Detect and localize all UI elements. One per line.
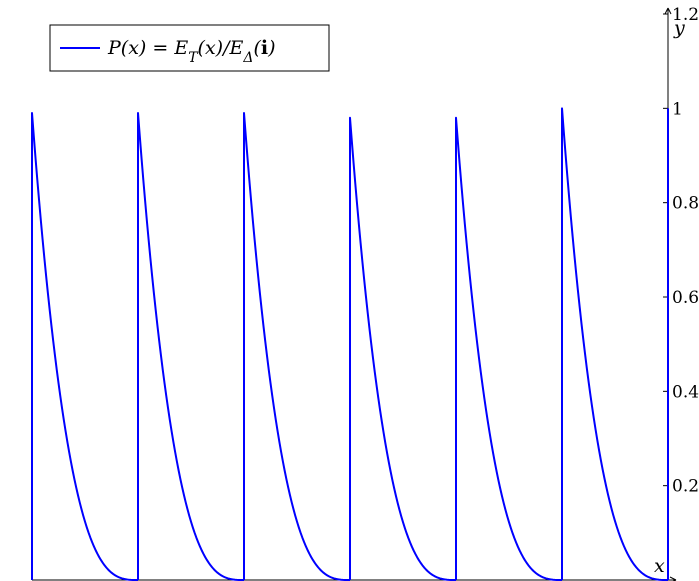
y-tick-label: 0.6 xyxy=(672,288,699,308)
y-tick-label: 1.2 xyxy=(672,5,699,25)
y-axis-label: y xyxy=(673,17,685,39)
y-tick-label: 0.2 xyxy=(672,477,699,497)
legend-box: P(x) = ET(x)/EΔ(i) xyxy=(49,24,330,72)
ticks: −6Δ−5Δ−4Δ−3Δ−2Δ−Δ0.20.40.60.811.2 xyxy=(31,5,699,580)
y-axis-arrow xyxy=(664,7,672,15)
y-tick-label: 1 xyxy=(672,99,683,119)
series-curve-segment xyxy=(31,112,138,581)
y-tick-label: 0.8 xyxy=(672,194,699,214)
series xyxy=(31,107,669,581)
series-curve-segment xyxy=(243,112,350,581)
y-tick-label: 0.4 xyxy=(672,382,699,402)
legend: P(x) = ET(x)/EΔ(i) xyxy=(49,24,330,72)
axes: xy xyxy=(32,7,685,581)
series-curve-segment xyxy=(349,116,456,581)
series-curve-segment xyxy=(455,116,562,581)
series-curve-segment xyxy=(561,107,668,581)
x-axis-label: x xyxy=(654,555,665,577)
series-curve-segment xyxy=(137,112,244,581)
